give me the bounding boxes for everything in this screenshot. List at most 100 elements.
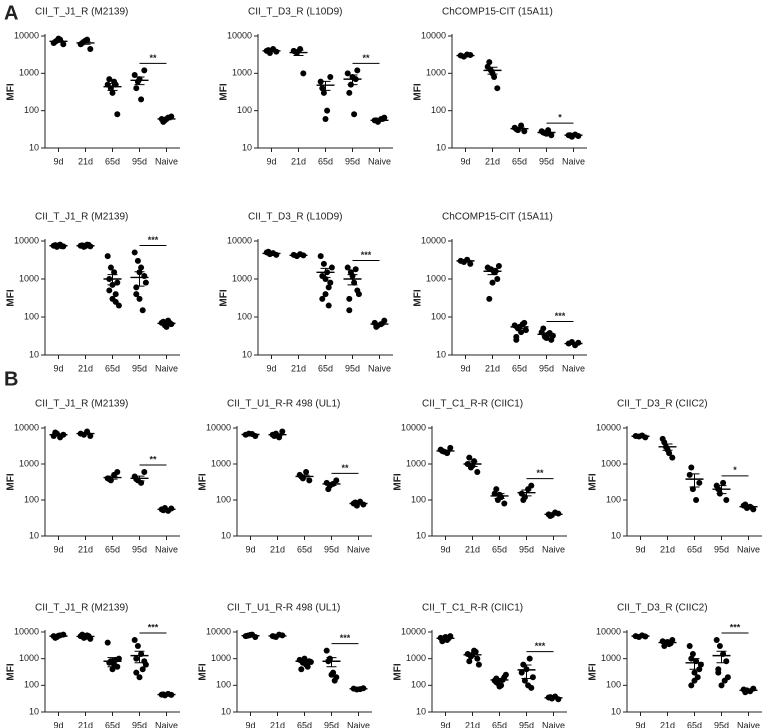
data-point xyxy=(107,264,114,271)
data-point xyxy=(327,279,334,286)
x-tick-label: 95d xyxy=(324,720,339,728)
error-bar xyxy=(460,259,471,263)
data-point xyxy=(114,279,121,286)
data-point xyxy=(518,669,525,676)
data-point xyxy=(111,269,118,276)
data-point xyxy=(109,89,116,96)
error-bar xyxy=(266,252,277,255)
error-bar xyxy=(662,443,673,451)
y-axis-label: MFI xyxy=(219,289,230,306)
error-bar xyxy=(107,274,118,286)
data-point xyxy=(688,464,695,471)
error-bar xyxy=(494,493,505,500)
x-tick-label: 21d xyxy=(291,363,306,373)
y-axis-label: MFI xyxy=(6,289,17,306)
y-tick-label: 10 xyxy=(436,142,446,152)
error-bar xyxy=(460,54,471,57)
data-point xyxy=(303,468,310,475)
error-bar xyxy=(326,482,337,486)
data-point xyxy=(693,497,700,503)
x-tick-label: 65d xyxy=(492,544,507,554)
error-bar xyxy=(245,433,256,436)
y-tick-label: 10 xyxy=(436,349,446,359)
error-bar xyxy=(134,271,145,287)
x-tick-label: 95d xyxy=(539,363,554,373)
data-point xyxy=(543,335,550,342)
x-tick-label: 95d xyxy=(132,720,147,728)
data-point xyxy=(518,329,525,336)
x-tick-label: 65d xyxy=(297,544,312,554)
x-tick-label: 21d xyxy=(78,156,93,166)
error-bar xyxy=(568,342,579,345)
y-axis-label: MFI xyxy=(219,83,230,100)
x-tick-label: 21d xyxy=(78,544,93,554)
data-point xyxy=(723,658,730,665)
x-tick-label: 21d xyxy=(660,720,675,728)
y-tick-label: 1000 xyxy=(426,273,446,283)
data-point xyxy=(691,669,698,676)
data-point xyxy=(139,307,146,314)
x-tick-label: 65d xyxy=(492,720,507,728)
x-tick-label: 65d xyxy=(105,363,120,373)
error-bar xyxy=(80,244,91,247)
data-point xyxy=(723,497,730,503)
data-point xyxy=(328,264,335,271)
y-axis-label: MFI xyxy=(413,83,424,100)
data-point xyxy=(142,279,149,286)
panel-title: CII_T_U1_R-R 498 (UL1) xyxy=(227,399,340,410)
data-point xyxy=(133,284,140,291)
x-tick-label: Naive xyxy=(368,363,391,373)
y-tick-label: 10000 xyxy=(421,30,446,40)
x-tick-label: 95d xyxy=(132,544,147,554)
x-tick-label: Naive xyxy=(155,544,178,554)
significance-stars: ** xyxy=(536,468,544,478)
error-bar xyxy=(53,39,64,43)
x-tick-label: 65d xyxy=(687,720,702,728)
x-tick-label: Naive xyxy=(737,720,760,728)
data-point xyxy=(325,284,332,291)
panel-title: CII_T_C1_R-R (CIIC1) xyxy=(422,603,523,614)
significance-stars: ** xyxy=(362,53,370,63)
data-point xyxy=(133,669,140,676)
y-tick-label: 10 xyxy=(29,706,39,716)
y-tick-label: 100 xyxy=(606,680,621,690)
data-point xyxy=(493,679,500,686)
error-bar xyxy=(272,433,283,437)
error-bar xyxy=(53,244,64,247)
data-point xyxy=(713,637,720,644)
y-tick-label: 10000 xyxy=(596,422,621,432)
y-tick-label: 10000 xyxy=(421,235,446,245)
x-tick-label: 21d xyxy=(465,544,480,554)
data-point xyxy=(163,323,170,330)
y-tick-label: 100 xyxy=(237,311,252,321)
data-point xyxy=(323,647,330,654)
y-tick-label: 1000 xyxy=(211,653,231,663)
x-tick-label: Naive xyxy=(542,720,565,728)
x-tick-label: 95d xyxy=(519,544,534,554)
data-point xyxy=(333,477,340,484)
data-point xyxy=(466,454,473,461)
x-tick-label: 95d xyxy=(345,156,360,166)
x-tick-label: 21d xyxy=(485,156,500,166)
data-point xyxy=(494,85,501,92)
data-point xyxy=(467,260,474,267)
data-point xyxy=(669,454,676,461)
data-point xyxy=(133,85,140,92)
significance-stars: *** xyxy=(340,633,351,643)
data-point xyxy=(131,249,138,256)
error-bar xyxy=(245,634,256,637)
data-point xyxy=(494,276,501,282)
data-point xyxy=(109,666,116,673)
x-tick-label: 65d xyxy=(687,544,702,554)
data-point xyxy=(317,253,324,260)
data-point xyxy=(521,677,528,684)
panel-title: CII_T_J1_R (M2139) xyxy=(35,399,128,410)
x-tick-label: 9d xyxy=(440,720,450,728)
y-tick-label: 1000 xyxy=(406,653,426,663)
x-tick-label: Naive xyxy=(368,156,391,166)
data-point xyxy=(689,486,696,493)
data-point xyxy=(319,272,326,279)
data-point xyxy=(526,655,533,662)
data-point xyxy=(528,482,535,489)
y-axis-label: MFI xyxy=(588,473,599,490)
